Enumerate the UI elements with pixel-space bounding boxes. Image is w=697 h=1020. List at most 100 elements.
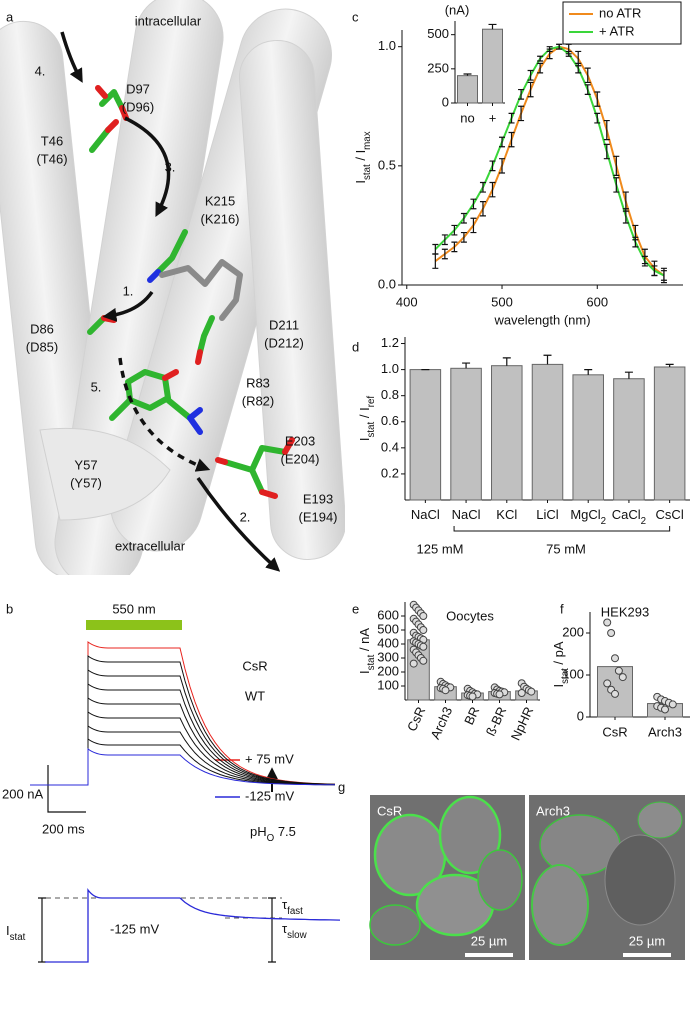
data-point (668, 700, 677, 709)
oxygen (215, 437, 295, 499)
error-bar (489, 160, 496, 172)
data-point (614, 666, 623, 675)
condition-label-part: O (267, 833, 275, 844)
residue-label: D211 (269, 317, 299, 332)
x-tick-label: Arch3 (427, 704, 455, 741)
chart-title: Oocytes (446, 608, 494, 623)
error-bar (451, 241, 458, 253)
oxygen (162, 369, 179, 381)
error-bar (499, 158, 506, 174)
x-tick-label: CsR (404, 704, 428, 733)
step-label: 4. (35, 63, 46, 78)
error-bar (584, 369, 593, 375)
loop (39, 427, 171, 521)
step-label: 3. (165, 159, 176, 174)
y-tick-label: 0.6 (381, 413, 399, 428)
x-tick-label-part: 2 (641, 516, 646, 527)
error-bar (660, 270, 667, 281)
oxygen (105, 119, 119, 133)
error-bar (451, 224, 458, 236)
data-point (527, 687, 536, 696)
error-bar (432, 253, 439, 269)
construct-label: CsR (242, 658, 267, 673)
condition-label: pHO 7.5 (250, 824, 296, 844)
residue-label: (D96) (122, 99, 155, 114)
error-bar (603, 119, 610, 141)
x-tick-label: 500 (491, 294, 513, 309)
y-tick-label: 600 (377, 607, 399, 622)
residue-stick (197, 315, 215, 355)
x-tick-label: LiCl (536, 507, 559, 522)
x-tick-label: NaCl (411, 507, 440, 522)
image-label: Arch3 (536, 803, 570, 818)
residue-label: D97 (126, 81, 150, 96)
current-trace (30, 748, 335, 786)
error-bar (499, 136, 506, 148)
x-tick-label: 600 (586, 294, 608, 309)
residue-stick (222, 445, 288, 495)
stimulus-label: 550 nm (112, 601, 155, 616)
x-tick-label: CsR (602, 724, 627, 739)
y-axis-label-part: stat (366, 654, 377, 670)
x-tick-label: CaCl2 (612, 507, 646, 527)
bar (613, 378, 645, 501)
error-bar (479, 181, 486, 193)
image-label: CsR (377, 803, 402, 818)
panel-label: a (6, 9, 14, 24)
residue-label: E193 (303, 491, 333, 506)
data-point (468, 692, 477, 701)
residue-label: (E194) (298, 509, 337, 524)
x-tick-label-part: 2 (601, 516, 606, 527)
error-bar (537, 62, 544, 74)
data-point (419, 642, 428, 651)
tau-label-part: τ (282, 897, 288, 912)
data-point (603, 679, 612, 688)
y-tick-label: 250 (427, 60, 449, 75)
y-axis-label-part: I (357, 670, 372, 674)
data-point (611, 689, 619, 698)
error-bar (441, 234, 448, 246)
error-bar (624, 371, 633, 379)
error-bar (508, 112, 515, 124)
bar (450, 367, 482, 501)
data-point (517, 689, 526, 697)
region-label: extracellular (115, 538, 186, 553)
y-axis-label: Istat / nA (357, 628, 377, 674)
error-bar (527, 69, 534, 81)
y-axis-label-part: / pA (551, 641, 566, 668)
data-point (419, 612, 428, 620)
micrograph (529, 795, 685, 960)
error-bar (518, 105, 525, 122)
data-point (441, 686, 450, 695)
y-tick-label: 500 (427, 26, 449, 41)
x-axis-label: wavelength (nm) (493, 312, 590, 327)
scale-bar (465, 953, 513, 957)
bar (572, 374, 604, 501)
error-bar (603, 143, 610, 160)
scale-label: 200 ms (42, 821, 85, 836)
y-tick-label: 0.5 (378, 157, 396, 172)
legend-label: + 75 mV (245, 751, 294, 766)
residue-label: (D212) (264, 335, 304, 350)
error-bar (479, 200, 486, 217)
annotation: 125 mM (417, 541, 464, 556)
y-axis-label-part: I (357, 437, 372, 441)
y-tick-label: 0 (442, 94, 449, 109)
tau-label-part: fast (287, 906, 303, 917)
arrow (124, 116, 171, 217)
error-bar (488, 23, 497, 30)
data-point (603, 618, 612, 627)
y-tick-label: 0.8 (381, 387, 399, 402)
y-axis-label-part: stat (560, 668, 571, 684)
x-tick-label: KCl (496, 507, 517, 522)
y-axis-label-part: / I (357, 407, 372, 421)
stimulus-bar (86, 620, 182, 630)
x-tick-label: Arch3 (648, 724, 682, 739)
error-bar (622, 208, 629, 224)
y-tick-label: 1.0 (378, 38, 396, 53)
bar (457, 75, 478, 104)
y-tick-label: 0.4 (381, 439, 399, 454)
retinal (159, 259, 243, 321)
panel-label: d (352, 339, 359, 354)
